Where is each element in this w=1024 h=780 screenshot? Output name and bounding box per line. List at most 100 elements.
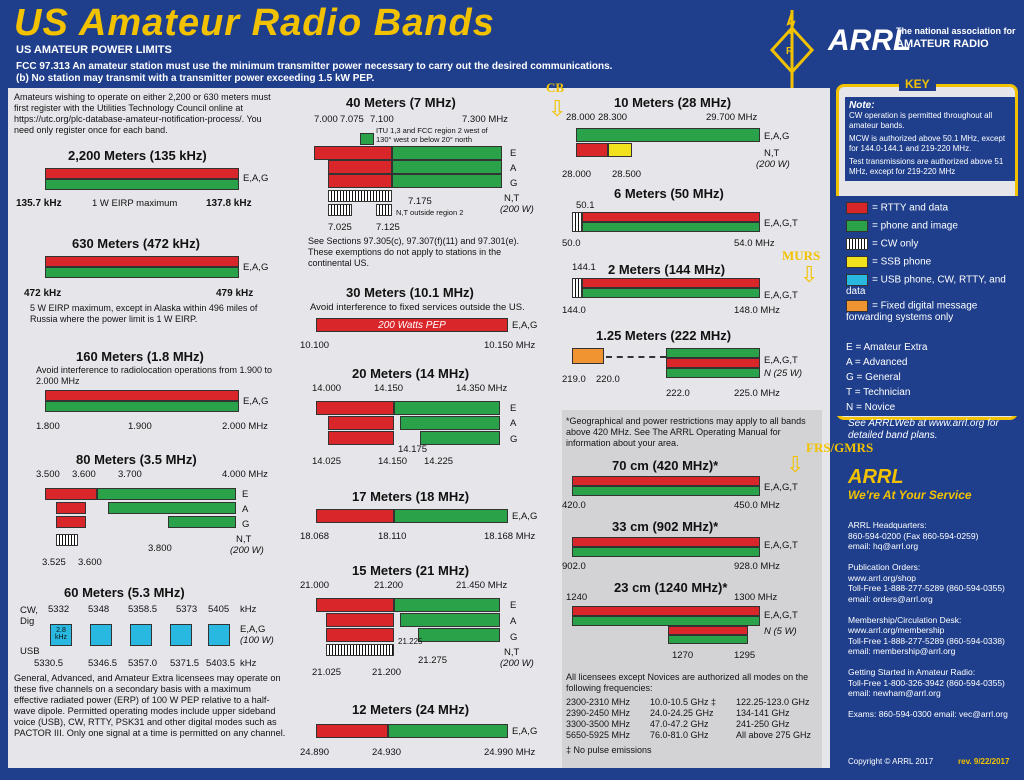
band-10-red-nt — [576, 143, 608, 157]
band-23-green-n — [668, 635, 748, 644]
band-60-khz2: kHz — [240, 658, 257, 669]
band-60-ch4 — [170, 624, 192, 646]
band-80-3600b: 3.600 — [78, 557, 102, 568]
freq-item: All above 275 GHz — [736, 730, 812, 740]
band-12-classes: E,A,G — [512, 726, 538, 737]
service-line: Membership/Circulation Desk: — [848, 614, 962, 625]
band-125-title: 1.25 Meters (222 MHz) — [596, 328, 732, 343]
band-2-green — [582, 288, 760, 298]
band-80-cw-nt — [56, 534, 78, 546]
band-30-b: 10.150 MHz — [484, 340, 536, 351]
band-40-cw3 — [376, 204, 392, 216]
high-col1: 2300-2310 MHz 2390-2450 MHz 3300-3500 MHz 5… — [566, 697, 646, 741]
band-6-a: 50.1 — [576, 200, 595, 211]
service-line: www.arrl.org/membership — [848, 625, 945, 635]
band-40-c: 7.100 — [370, 114, 394, 125]
band-125-novice: N (25 W) — [764, 368, 802, 379]
band-630-bar-green — [45, 267, 239, 278]
band-2-title: 2 Meters (144 MHz) — [608, 262, 726, 277]
band-40-green-a — [392, 160, 502, 174]
band-40-7175: 7.175 — [408, 196, 432, 207]
high-foot: ‡ No pulse emissions — [566, 745, 652, 755]
band-20-g-lbl: G — [510, 434, 518, 445]
band-60-f5: 5405 — [208, 604, 230, 615]
band-2-classes: E,A,G,T — [764, 290, 798, 301]
band-12-red — [316, 724, 388, 738]
band-10-a: 28.000 — [566, 112, 596, 123]
band-80-red-g — [56, 516, 86, 528]
band-125-fixed-digital — [572, 348, 604, 364]
band-630-high: 479 kHz — [216, 288, 254, 299]
band-15-a: 21.000 — [300, 580, 330, 591]
uhf-panel — [562, 410, 822, 768]
band-17-red — [316, 509, 394, 523]
band-60-dig: Dig — [20, 616, 35, 627]
band-20-14150b: 14.150 — [378, 456, 408, 467]
band-30-bar: 200 Watts PEP — [316, 318, 508, 332]
revision: rev. 9/22/2017 — [958, 757, 1010, 766]
band-12-a: 24.890 — [300, 747, 330, 758]
band-40-7025: 7.025 — [328, 222, 352, 233]
band-33-classes: E,A,G,T — [764, 540, 798, 551]
band-23-b: 1300 MHz — [734, 592, 778, 603]
service-line: www.arrl.org/shop — [848, 572, 917, 583]
band-20-red-a — [328, 416, 394, 430]
band-23-red-n — [668, 626, 748, 635]
band-17-b: 18.110 — [378, 531, 407, 542]
band-60-f2: 5348 — [88, 604, 110, 615]
band-15-green-g — [418, 628, 500, 642]
freq-item: 122.25-123.0 GHz — [736, 697, 810, 707]
band-40-power: (200 W) — [500, 204, 534, 215]
band-60-f3: 5358.5 — [128, 604, 158, 615]
band-33-a: 902.0 — [562, 561, 586, 572]
band-6-title: 6 Meters (50 MHz) — [614, 186, 724, 201]
service-line: ARRL Headquarters: — [848, 520, 927, 530]
band-630-classes: E,A,G — [243, 262, 269, 273]
high-col2: 10.0-10.5 GHz ‡ 24.0-24.25 GHz 47.0-47.2 G… — [650, 697, 734, 741]
key-cw: = CW only — [872, 238, 919, 250]
band-125-c: 222.0 — [666, 388, 690, 399]
band-125-a: 219.0 — [562, 374, 586, 385]
band-630-title: 630 Meters (472 kHz) — [72, 236, 200, 251]
high-col3: 122.25-123.0 GHz 134-141 GHz 241-250 GHz Al… — [736, 697, 820, 741]
band-80-b: 3.600 — [72, 469, 96, 480]
freq-item: 241-250 GHz — [736, 719, 790, 729]
band-2200-classes: E,A,G — [243, 173, 269, 184]
band-23-a: 1240 — [566, 592, 588, 603]
band-60-cw: CW, — [20, 605, 38, 616]
arrlweb-note: See ARRLWeb at www.arrl.org for detailed… — [848, 418, 999, 441]
service-line — [848, 699, 1024, 710]
service-line — [848, 552, 1024, 563]
band-60-ch1: 2.8 kHz — [50, 624, 72, 646]
key-digital: = Fixed digital message forwarding syste… — [846, 300, 978, 323]
band-80-c: 3.700 — [118, 469, 142, 480]
cb-label: CB — [546, 80, 565, 95]
band-80-a: 3.500 — [36, 469, 60, 480]
band-40-note: See Sections 97.305(c), 97.307(f)(11) an… — [308, 236, 519, 268]
key-note-1: CW operation is permitted throughout all… — [849, 111, 993, 130]
band-15-red-e — [316, 598, 394, 612]
band-2-red — [582, 278, 760, 288]
key-usb: = USB phone, CW, RTTY, and data — [846, 274, 1006, 297]
band-70-classes: E,A,G,T — [764, 482, 798, 493]
band-17-classes: E,A,G — [512, 511, 538, 522]
band-23-classes: E,A,G,T — [764, 610, 798, 621]
service-lines: ARRL Headquarters: 860-594-0200 (Fax 860-… — [848, 520, 1024, 720]
band-23-green — [572, 616, 760, 626]
band-60-ch2 — [90, 624, 112, 646]
band-40-green-g — [392, 174, 502, 188]
band-6-red — [582, 212, 760, 222]
band-20-green-e — [394, 401, 500, 415]
subtitle: US AMATEUR POWER LIMITS — [16, 44, 172, 56]
service-line: Toll-Free 1-888-277-5289 (860-594-0338) — [848, 635, 1005, 646]
band-23-title: 23 cm (1240 MHz)* — [614, 580, 728, 595]
band-630-low: 472 kHz — [24, 288, 62, 299]
band-70-green — [572, 486, 760, 496]
key-legend: = RTTY and data = phone and image = CW o… — [836, 196, 1018, 416]
band-40-g-lbl: G — [510, 178, 518, 189]
band-15-21225: 21.225 — [398, 637, 423, 646]
service-line: Toll-Free 1-800-326-3942 (860-594-0355) — [848, 677, 1005, 688]
band-2200-high: 137.8 kHz — [206, 198, 252, 209]
freq-item: 5650-5925 MHz — [566, 730, 631, 740]
band-15-21275: 21.275 — [418, 655, 448, 666]
